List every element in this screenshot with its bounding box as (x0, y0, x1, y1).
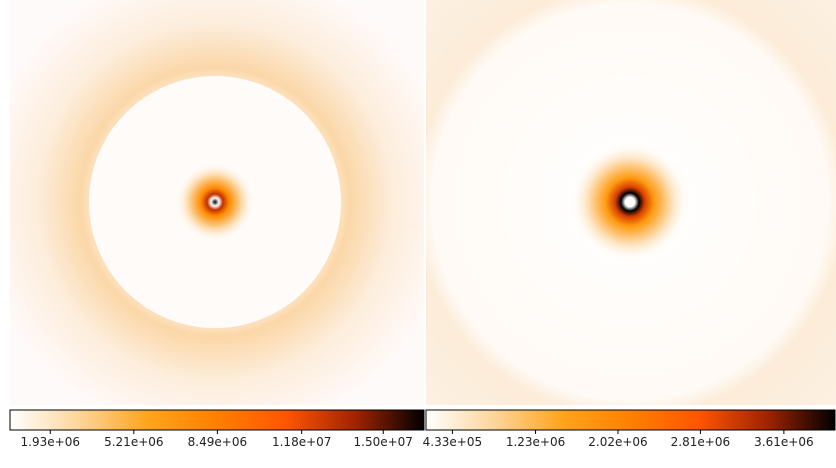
colorbar-tick-label: 2.81e+06 (671, 435, 730, 449)
colorbar-tick-label: 1.23e+06 (506, 435, 565, 449)
colorbar-tick-label: 3.61e+06 (754, 435, 813, 449)
colorbar (9, 409, 425, 431)
psf-core (175, 162, 255, 242)
colorbar-tick-label: 4.33e+05 (423, 435, 482, 449)
colorbar-tick-label: 2.02e+06 (588, 435, 647, 449)
colorbar (425, 409, 836, 431)
colorbar-tick-label: 1.50e+07 (354, 435, 413, 449)
colorbar-tick-label: 5.21e+06 (104, 435, 163, 449)
colorbar-tick-label: 1.93e+06 (21, 435, 80, 449)
psf-core (570, 142, 690, 262)
colorbar-tick-label: 1.18e+07 (272, 435, 331, 449)
colorbar-tick-label: 8.49e+06 (188, 435, 247, 449)
